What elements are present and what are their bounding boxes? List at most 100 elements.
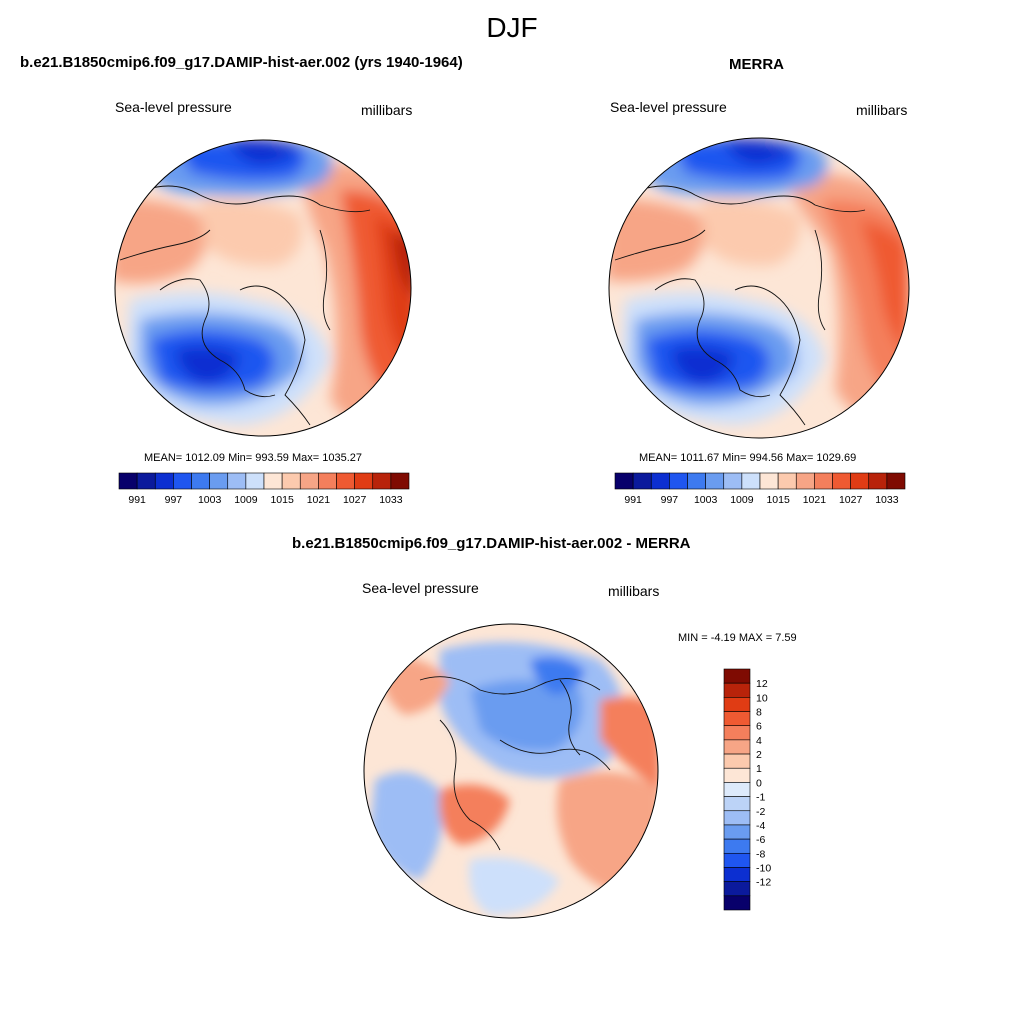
- colorbar-swatch: [759, 472, 779, 490]
- colorbar-tick-label: -8: [756, 848, 765, 860]
- colorbar-swatch: [227, 472, 247, 490]
- map-difference: [363, 623, 659, 919]
- colorbar-tick-label: 1015: [270, 494, 294, 506]
- colorbar-tick-label: 1015: [766, 494, 790, 506]
- colorbar-swatch: [723, 725, 751, 741]
- colorbar-swatch: [741, 472, 761, 490]
- colorbar-swatch: [795, 472, 815, 490]
- panel2-field-label: Sea-level pressure: [610, 99, 727, 115]
- colorbar-swatch: [372, 472, 392, 490]
- map-model: [114, 139, 412, 437]
- colorbar-tick-label: -1: [756, 792, 765, 804]
- colorbar-swatch: [850, 472, 870, 490]
- colorbar-swatch: [191, 472, 210, 490]
- colorbar-swatch: [173, 472, 192, 490]
- colorbar-swatch: [723, 867, 751, 882]
- colorbar-swatch: [723, 668, 751, 684]
- colorbar-tick-label: 997: [165, 494, 183, 506]
- colorbar-tick-label: 1009: [730, 494, 754, 506]
- colorbar-swatch: [723, 711, 751, 727]
- colorbar-tick-label: 1: [756, 763, 762, 775]
- panel2-title: MERRA: [729, 56, 784, 73]
- colorbar-tick-label: 1009: [234, 494, 258, 506]
- colorbar-swatch: [723, 881, 751, 897]
- colorbar-tick-label: 8: [756, 707, 762, 719]
- colorbar-swatch: [209, 472, 229, 490]
- colorbar-tick-label: 1033: [875, 494, 899, 506]
- colorbar-swatch: [632, 472, 652, 490]
- colorbar-swatch: [281, 472, 301, 490]
- panel3-units-label: millibars: [608, 583, 660, 599]
- colorbar-swatch: [886, 472, 906, 490]
- colorbar-swatch: [723, 796, 751, 812]
- colorbar-tick-label: 1027: [839, 494, 863, 506]
- colorbar-swatch: [650, 472, 670, 490]
- colorbar-tick-label: 1021: [803, 494, 827, 506]
- colorbar-swatch: [868, 472, 888, 490]
- colorbar-tick-label: 0: [756, 777, 762, 789]
- colorbar-tick-label: 1003: [198, 494, 222, 506]
- colorbar-tick-label: 991: [128, 494, 146, 506]
- colorbar-swatch: [777, 472, 797, 490]
- panel2-stats: MEAN= 1011.67 Min= 994.56 Max= 1029.69: [639, 452, 857, 464]
- colorbar-model: 991 997 1003 1009 1015 1021 1027 1033: [118, 472, 410, 506]
- colorbar-tick-label: -4: [756, 820, 765, 832]
- colorbar-tick-label: 991: [624, 494, 642, 506]
- panel1-field-label: Sea-level pressure: [115, 99, 232, 115]
- colorbar-merra: 991 997 1003 1009 1015 1021 1027 1033: [614, 472, 906, 506]
- colorbar-swatch: [705, 472, 725, 490]
- colorbar-swatch: [245, 472, 265, 490]
- colorbar-tick-label: 1033: [379, 494, 403, 506]
- colorbar-swatch: [154, 472, 174, 490]
- colorbar-tick-label: -10: [756, 862, 771, 874]
- panel1-stats: MEAN= 1012.09 Min= 993.59 Max= 1035.27: [144, 452, 363, 464]
- colorbar-swatch: [669, 472, 688, 490]
- colorbar-swatch: [723, 838, 751, 854]
- colorbar-tick-label: 4: [756, 735, 762, 747]
- colorbar-tick-label: -6: [756, 834, 765, 846]
- colorbar-swatch: [723, 810, 751, 826]
- colorbar-tick-label: 997: [661, 494, 679, 506]
- colorbar-swatch: [390, 472, 410, 490]
- panel1-title: b.e21.B1850cmip6.f09_g17.DAMIP-hist-aer.…: [20, 54, 463, 71]
- colorbar-swatch: [723, 697, 751, 712]
- colorbar-tick-label: -12: [756, 877, 771, 889]
- colorbar-swatch: [723, 852, 751, 868]
- colorbar-swatch: [263, 472, 283, 490]
- colorbar-swatch: [723, 682, 751, 698]
- map-merra: [608, 137, 910, 439]
- colorbar-tick-label: 12: [756, 678, 768, 690]
- colorbar-swatch: [136, 472, 156, 490]
- panel3-field-label: Sea-level pressure: [362, 580, 479, 596]
- colorbar-swatch: [318, 472, 337, 490]
- colorbar-swatch: [336, 472, 355, 490]
- panel3-title: b.e21.B1850cmip6.f09_g17.DAMIP-hist-aer.…: [292, 535, 691, 552]
- colorbar-tick-label: -2: [756, 806, 765, 818]
- colorbar-swatch: [118, 472, 138, 490]
- colorbar-swatch: [299, 472, 319, 490]
- colorbar-swatch: [723, 739, 751, 755]
- colorbar-swatch: [814, 472, 833, 490]
- colorbar-tick-label: 2: [756, 749, 762, 761]
- colorbar-tick-label: 10: [756, 692, 768, 704]
- colorbar-swatch: [723, 767, 751, 783]
- season-title: DJF: [486, 12, 538, 43]
- colorbar-tick-label: 6: [756, 721, 762, 733]
- colorbar-swatch: [614, 472, 634, 490]
- colorbar-tick-label: 1021: [307, 494, 331, 506]
- colorbar-swatch: [723, 895, 751, 911]
- colorbar-swatch: [723, 753, 751, 769]
- colorbar-tick-label: 1027: [343, 494, 367, 506]
- colorbar-swatch: [687, 472, 706, 490]
- colorbar-swatch: [832, 472, 851, 490]
- colorbar-tick-label: 1003: [694, 494, 718, 506]
- colorbar-swatch: [723, 782, 751, 797]
- panel1-units-label: millibars: [361, 102, 413, 118]
- panel2-units-label: millibars: [856, 102, 908, 118]
- panel3-stats: MIN = -4.19 MAX = 7.59: [678, 632, 797, 644]
- colorbar-swatch: [723, 472, 743, 490]
- colorbar-swatch: [354, 472, 374, 490]
- colorbar-swatch: [723, 824, 751, 840]
